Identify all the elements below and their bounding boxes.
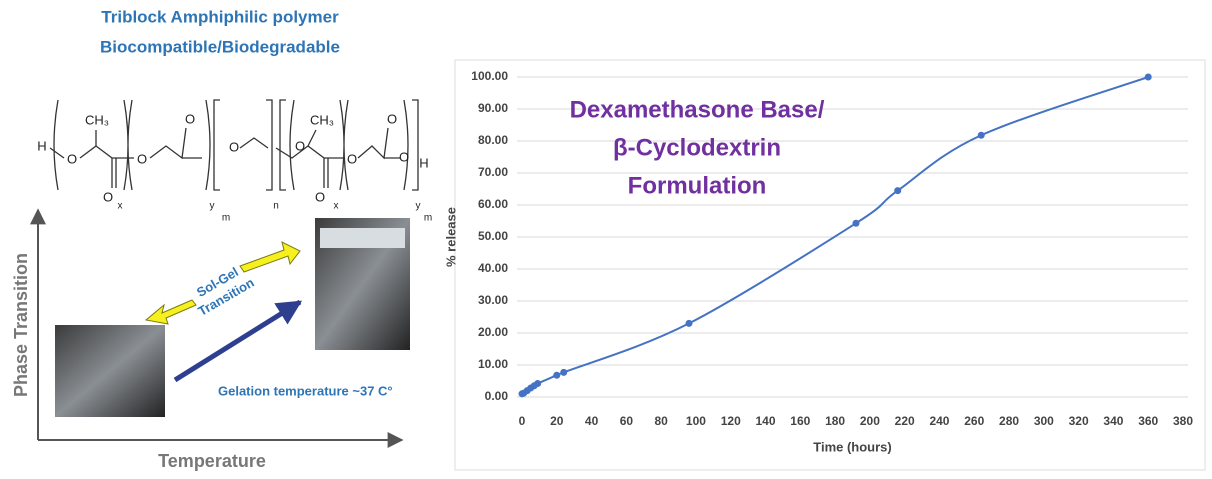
- gelation-label: Gelation temperature ~37 C°: [218, 383, 393, 398]
- structure-bonds: [49, 99, 419, 191]
- structure-label: x: [118, 201, 123, 212]
- point: [1144, 73, 1152, 81]
- x-axis-label: Temperature: [158, 451, 266, 471]
- point: [534, 380, 542, 388]
- structure-label: CH₃: [310, 112, 334, 127]
- y-tick-label: 30.00: [478, 293, 508, 307]
- y-tick-label: 50.00: [478, 229, 508, 243]
- x-axis-title: Time (hours): [813, 439, 892, 454]
- structure-label: H: [37, 138, 46, 153]
- point: [852, 219, 860, 227]
- x-tick-label: 0: [519, 414, 526, 428]
- y-tick-label: 60.00: [478, 197, 508, 211]
- y-tick-label: 0.00: [485, 389, 509, 403]
- y-tick-label: 70.00: [478, 165, 508, 179]
- photo-sol: [55, 325, 165, 417]
- chart-title: Dexamethasone Base/: [570, 96, 825, 123]
- photo-gel-top: [320, 228, 405, 248]
- point: [553, 371, 561, 379]
- structure-label: CH₃: [85, 112, 109, 127]
- x-tick-label: 340: [1103, 414, 1123, 428]
- x-tick-label: 380: [1173, 414, 1193, 428]
- chart-title: Formulation: [628, 172, 767, 199]
- line: [521, 76, 1149, 395]
- x-tick-label: 60: [620, 414, 634, 428]
- point: [894, 187, 902, 195]
- structure-label: y: [210, 201, 215, 212]
- x-tick-label: 140: [756, 414, 776, 428]
- arrow-up: [239, 241, 301, 273]
- x-tick-label: 80: [654, 414, 668, 428]
- y-tick-label: 40.00: [478, 261, 508, 275]
- x-tick-label: 220: [895, 414, 915, 428]
- chart-title: β-Cyclodextrin: [613, 134, 781, 161]
- x-tick-label: 320: [1069, 414, 1089, 428]
- structure-label: O: [399, 149, 409, 164]
- x-tick-label: 180: [825, 414, 845, 428]
- x-tick-label: 40: [585, 414, 599, 428]
- y-tick-label: 100.00: [471, 69, 508, 83]
- structure-label: O: [67, 151, 77, 166]
- x-tick-label: 360: [1138, 414, 1158, 428]
- heading: Biocompatible/Biodegradable: [100, 37, 340, 56]
- structure-label: O: [137, 151, 147, 166]
- x-tick-label: 160: [790, 414, 810, 428]
- structure-label: m: [424, 213, 432, 224]
- x-tick-label: 20: [550, 414, 564, 428]
- structure-label: O: [315, 189, 325, 204]
- x-tick-label: 200: [860, 414, 880, 428]
- structure-label: O: [347, 151, 357, 166]
- chart-frame: [454, 59, 1206, 471]
- structure-label: O: [295, 138, 305, 153]
- structure-label: O: [387, 111, 397, 126]
- y-tick-label: 10.00: [478, 357, 508, 371]
- x-tick-label: 260: [964, 414, 984, 428]
- structure-label: y: [416, 201, 421, 212]
- structure-label: m: [222, 213, 230, 224]
- x-tick-label: 120: [721, 414, 741, 428]
- structure-label: n: [273, 201, 279, 212]
- x-tick-label: 280: [999, 414, 1019, 428]
- point: [560, 368, 568, 376]
- point: [977, 131, 985, 139]
- x-tick-label: 100: [686, 414, 706, 428]
- arrow-down: [144, 299, 197, 325]
- structure-label: O: [103, 189, 113, 204]
- y-axis-title: % release: [443, 207, 458, 267]
- structure-label: H: [419, 155, 428, 170]
- y-tick-label: 20.00: [478, 325, 508, 339]
- structure-label: x: [334, 201, 339, 212]
- y-axis-label: Phase Transition: [11, 253, 31, 397]
- point: [685, 319, 693, 327]
- x-tick-label: 240: [929, 414, 949, 428]
- arrow-temp: [173, 299, 303, 383]
- y-tick-label: 90.00: [478, 101, 508, 115]
- x-tick-label: 300: [1034, 414, 1054, 428]
- heading: Triblock Amphiphilic polymer: [101, 7, 339, 26]
- y-tick-label: 80.00: [478, 133, 508, 147]
- structure-label: O: [229, 139, 239, 154]
- structure-label: O: [185, 111, 195, 126]
